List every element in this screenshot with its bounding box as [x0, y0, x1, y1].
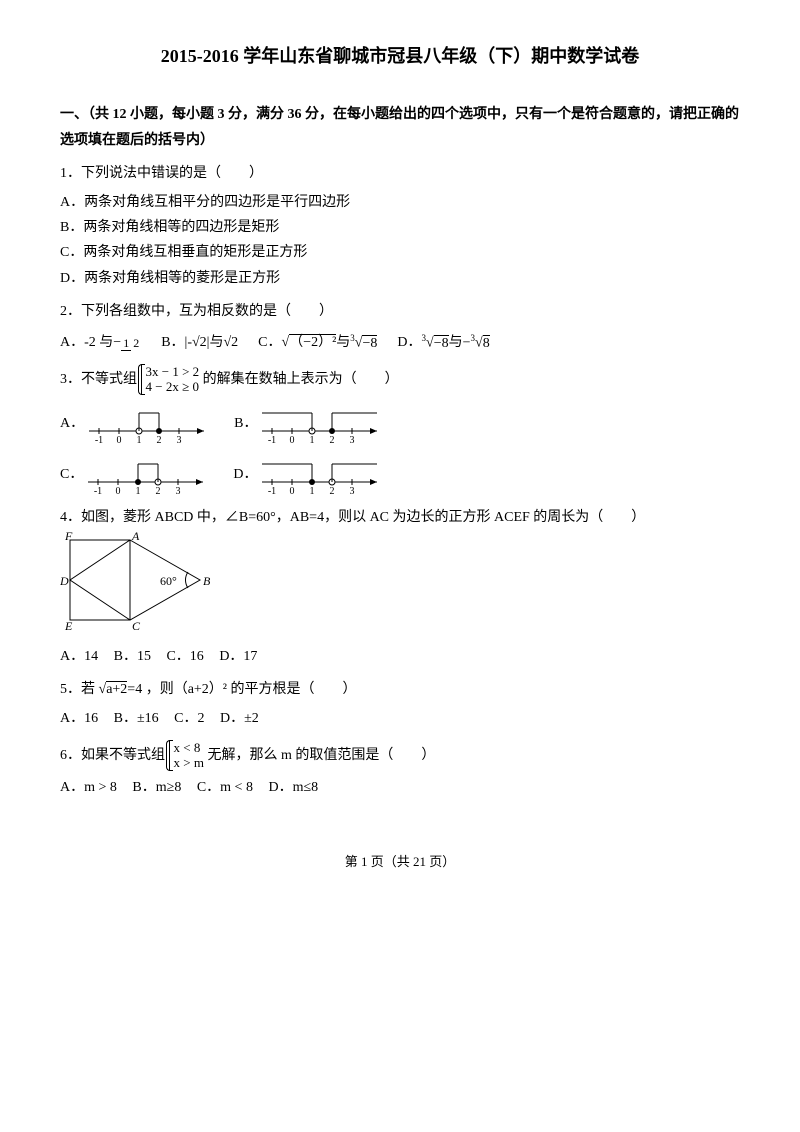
q2-opt-b: B．|-√2|与√2: [161, 330, 238, 355]
svg-text:0: 0: [116, 486, 121, 497]
svg-text:C: C: [132, 619, 141, 633]
q1-opt-a: A．两条对角线互相平分的四边形是平行四边形: [60, 190, 740, 215]
q5-opt-a: A．16: [60, 706, 98, 731]
q3-opt-c: C． -10123: [60, 452, 213, 497]
svg-text:2: 2: [330, 486, 335, 497]
svg-text:0: 0: [117, 435, 122, 446]
svg-text:-1: -1: [95, 435, 103, 446]
q6-opt-b: B．m≥8: [132, 775, 181, 800]
q6-opt-a: A．m > 8: [60, 775, 117, 800]
q4-opt-c: C．16: [166, 644, 203, 669]
q5-stem-pre: 5．若: [60, 682, 95, 697]
q5-opt-d: D．±2: [220, 706, 259, 731]
svg-text:F: F: [64, 530, 73, 543]
q6-opt-d: D．m≤8: [268, 775, 318, 800]
q3-system: 3x − 1 > 2 4 − 2x ≥ 0: [141, 364, 200, 395]
q1-opt-b: B．两条对角线相等的四边形是矩形: [60, 215, 740, 240]
numline-c-svg: -1 0 1 2 3: [83, 452, 213, 497]
q3-opt-a: A． -10123: [60, 401, 214, 446]
q5-stem-post: ，则（a+2）² 的平方根是（ ）: [146, 682, 357, 697]
question-1: 1．下列说法中错误的是（ ） A．两条对角线互相平分的四边形是平行四边形 B．两…: [60, 161, 740, 291]
numline-d-svg: -1 0 1 2 3: [257, 452, 387, 497]
q1-stem: 1．下列说法中错误的是（ ）: [60, 161, 740, 186]
question-5: 5．若 √a+2=4 ，则（a+2）² 的平方根是（ ） A．16 B．±16 …: [60, 677, 740, 731]
svg-text:0: 0: [290, 486, 295, 497]
svg-text:1: 1: [310, 435, 315, 446]
svg-text:E: E: [64, 619, 73, 633]
q6-opt-c: C．m < 8: [197, 775, 253, 800]
q6-system: x < 8 x > m: [169, 740, 204, 771]
q2-opt-a: A．-2 与 −12: [60, 330, 141, 355]
svg-text:0: 0: [290, 435, 295, 446]
svg-text:1: 1: [136, 486, 141, 497]
svg-text:1: 1: [310, 486, 315, 497]
svg-text:60°: 60°: [160, 574, 177, 588]
q6-stem-post: 无解，那么 m 的取值范围是（ ）: [207, 747, 435, 762]
q3-stem-post: 的解集在数轴上表示为（ ）: [203, 372, 399, 387]
question-3: 3．不等式组 3x − 1 > 2 4 − 2x ≥ 0 的解集在数轴上表示为（…: [60, 364, 740, 497]
q3-opt-d: D． -10123: [233, 452, 387, 497]
svg-text:B: B: [203, 574, 211, 588]
question-6: 6．如果不等式组 x < 8 x > m 无解，那么 m 的取值范围是（ ） A…: [60, 740, 740, 800]
q3-opt-b: B． -10123: [234, 401, 387, 446]
q4-figure: F A D B E C 60°: [60, 530, 240, 640]
svg-text:D: D: [60, 574, 69, 588]
svg-text:2: 2: [330, 435, 335, 446]
svg-text:3: 3: [176, 486, 181, 497]
q5-opt-c: C．2: [174, 706, 204, 731]
q3-stem-pre: 3．不等式组: [60, 372, 137, 387]
q4-opt-a: A．14: [60, 644, 98, 669]
q1-opt-d: D．两条对角线相等的菱形是正方形: [60, 266, 740, 291]
q4-stem: 4．如图，菱形 ABCD 中，∠B=60°，AB=4，则以 AC 为边长的正方形…: [60, 505, 740, 530]
q6-stem-pre: 6．如果不等式组: [60, 747, 165, 762]
question-4: 4．如图，菱形 ABCD 中，∠B=60°，AB=4，则以 AC 为边长的正方形…: [60, 505, 740, 669]
svg-text:3: 3: [177, 435, 182, 446]
svg-text:1: 1: [137, 435, 142, 446]
q1-opt-c: C．两条对角线互相垂直的矩形是正方形: [60, 240, 740, 265]
svg-text:2: 2: [157, 435, 162, 446]
q2-opt-d: D． 3√−8 与 −3√8: [397, 330, 489, 356]
q4-opt-b: B．15: [114, 644, 151, 669]
section-heading: 一、（共 12 小题，每小题 3 分，满分 36 分，在每小题给出的四个选项中，…: [60, 102, 740, 152]
q2-opt-c: C． √（−2）² 与 3√−8: [258, 330, 377, 356]
svg-text:3: 3: [350, 435, 355, 446]
page-title: 2015-2016 学年山东省聊城市冠县八年级（下）期中数学试卷: [60, 40, 740, 72]
svg-text:-1: -1: [268, 486, 276, 497]
svg-text:-1: -1: [94, 486, 102, 497]
svg-text:2: 2: [156, 486, 161, 497]
question-2: 2．下列各组数中，互为相反数的是（ ） A．-2 与 −12 B．|-√2|与√…: [60, 299, 740, 356]
page-footer: 第 1 页（共 21 页）: [60, 850, 740, 873]
svg-text:A: A: [131, 530, 140, 543]
q4-opt-d: D．17: [219, 644, 257, 669]
svg-text:3: 3: [350, 486, 355, 497]
numline-b-svg: -1 0 1 2 3: [257, 401, 387, 446]
svg-text:-1: -1: [268, 435, 276, 446]
numline-a-svg: -1 0 1 2 3: [84, 401, 214, 446]
q2-stem: 2．下列各组数中，互为相反数的是（ ）: [60, 299, 740, 324]
q5-opt-b: B．±16: [114, 706, 159, 731]
